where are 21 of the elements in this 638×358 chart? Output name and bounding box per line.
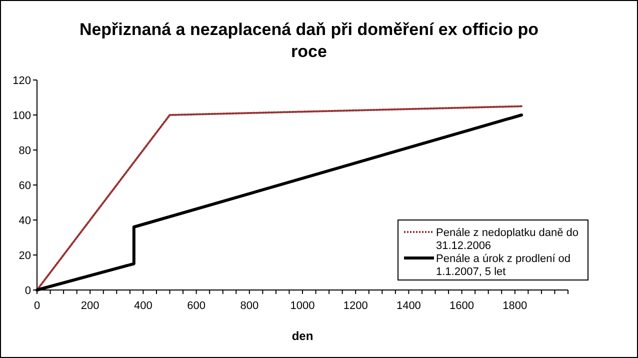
x-tick-label: 200 — [80, 300, 100, 312]
x-tick-label: 1800 — [502, 300, 528, 312]
y-tick-label: 0 — [24, 285, 31, 297]
x-tick-label: 1200 — [343, 300, 368, 312]
x-tick-label: 400 — [134, 300, 152, 312]
x-tick-label: 0 — [34, 300, 40, 312]
x-tick-label: 1400 — [396, 300, 421, 312]
y-tick-label: 100 — [12, 110, 31, 122]
x-tick-label: 800 — [240, 300, 259, 312]
x-axis-title: den — [292, 329, 314, 343]
y-tick-label: 80 — [18, 145, 31, 157]
x-tick-label: 1000 — [290, 300, 315, 312]
x-tick-label: 600 — [187, 300, 206, 312]
y-tick-label: 40 — [18, 215, 31, 227]
y-tick-label: 120 — [12, 75, 31, 87]
x-tick-label: 1600 — [450, 300, 474, 312]
legend-label: Penále z nedoplatku daně do 31.12.2006 — [436, 227, 579, 252]
legend-label: Penále a úrok z prodlení od 1.1.2007, 5 let — [436, 253, 571, 278]
chart-title: Nepřiznaná a nezaplacená daň při doměření ex officio po roce — [79, 20, 539, 61]
y-tick-label: 60 — [18, 180, 31, 192]
y-tick-label: 20 — [18, 250, 31, 262]
